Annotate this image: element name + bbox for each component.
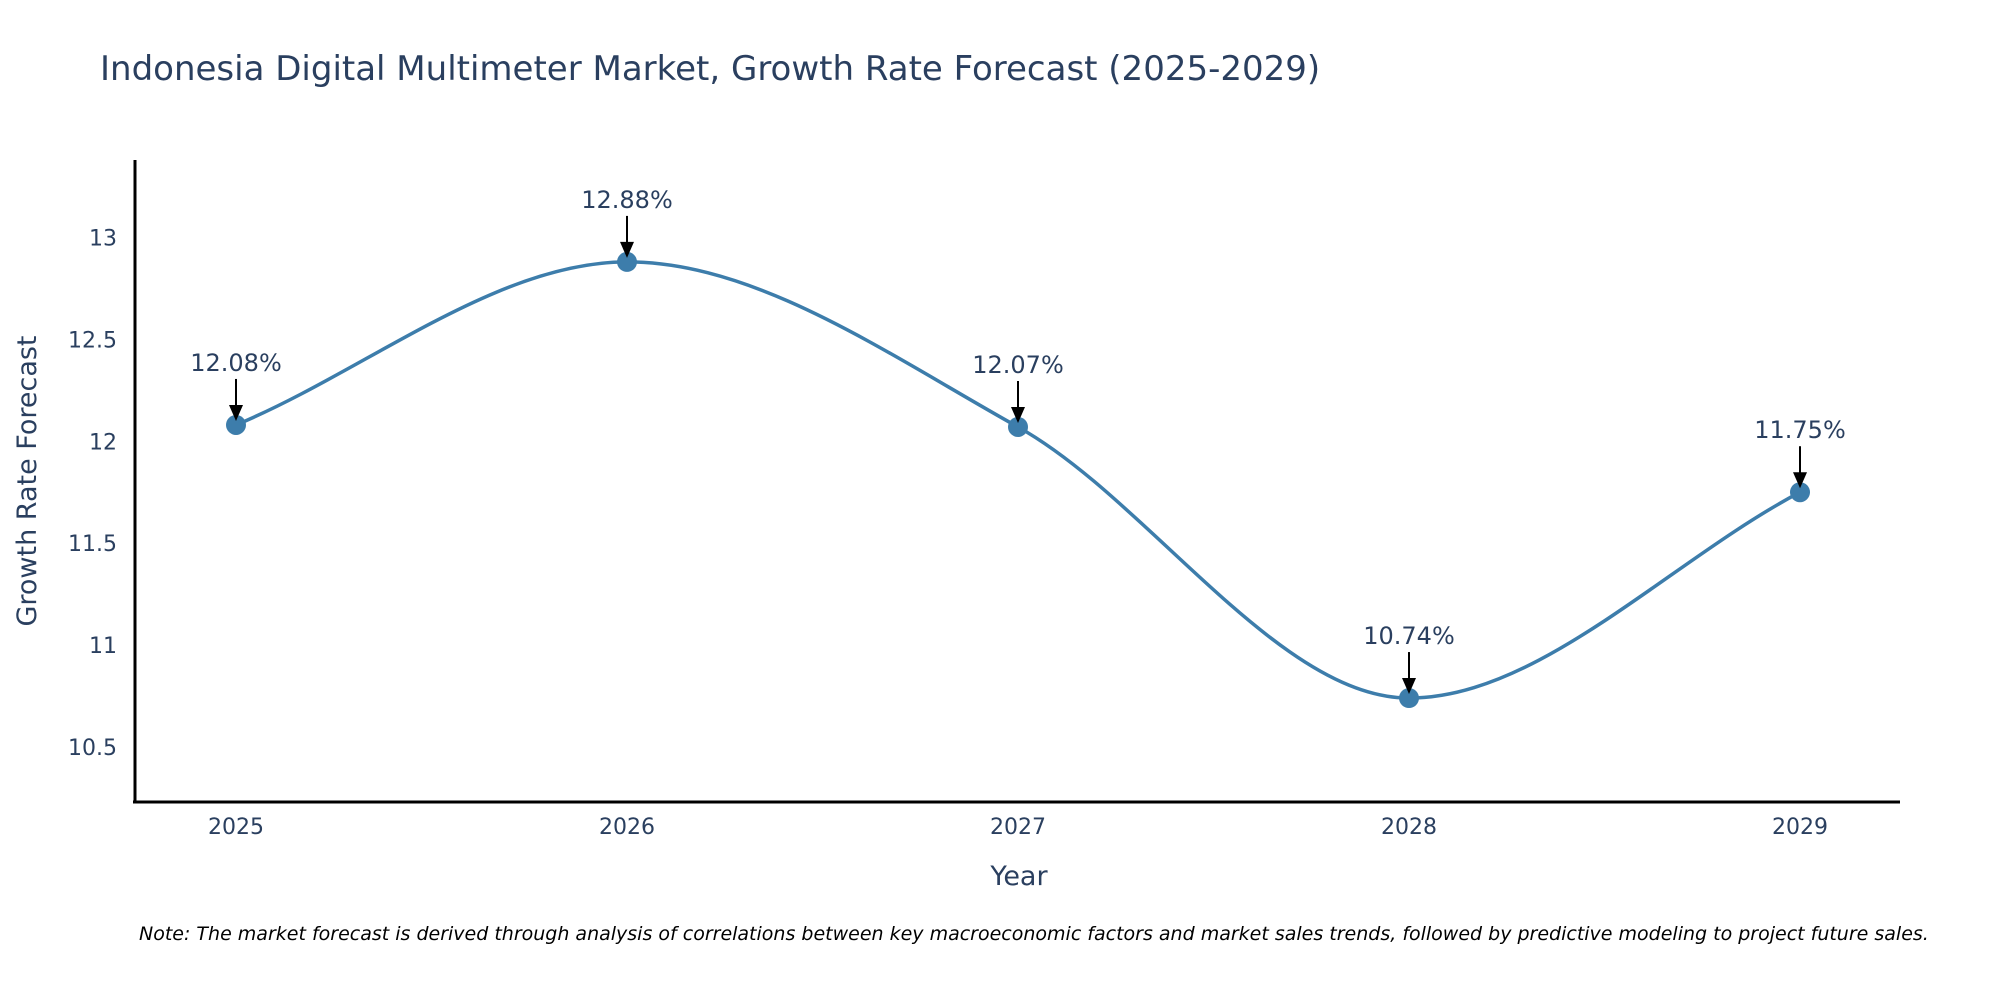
chart-note: Note: The market forecast is derived thr… [139, 923, 1929, 945]
x-tick-label: 2025 [208, 815, 264, 840]
y-tick-label: 12 [89, 430, 117, 455]
data-point-marker [617, 251, 637, 272]
x-axis-ticks: 2025 2026 2027 2028 2029 [208, 815, 1828, 840]
data-label: 11.75% [1754, 416, 1846, 444]
data-label: 12.88% [581, 186, 673, 214]
x-tick-label: 2029 [1772, 815, 1828, 840]
y-axis-ticks: 10.5 11 11.5 12 12.5 13 [68, 226, 117, 761]
data-label: 12.08% [190, 349, 282, 377]
data-label: 12.07% [972, 351, 1064, 379]
y-tick-label: 11 [89, 634, 117, 659]
data-point-marker [1790, 482, 1810, 503]
annotation-arrow-head [1011, 406, 1025, 423]
x-tick-label: 2028 [1381, 815, 1437, 840]
data-point-marker [226, 414, 246, 435]
y-tick-label: 12.5 [68, 328, 117, 353]
chart-title: Indonesia Digital Multimeter Market, Gro… [100, 49, 1320, 89]
y-axis-title: Growth Rate Forecast [12, 335, 43, 626]
y-tick-label: 10.5 [68, 736, 117, 761]
series-markers [226, 251, 1810, 709]
annotation-arrow-head [1793, 472, 1807, 489]
annotation-arrow-head [1402, 678, 1416, 695]
x-tick-label: 2026 [599, 815, 655, 840]
x-axis-title: Year [989, 861, 1048, 892]
series-line [235, 260, 1801, 700]
annotation-arrow-head [620, 241, 634, 258]
x-tick-label: 2027 [990, 815, 1046, 840]
y-tick-label: 13 [89, 226, 117, 251]
y-tick-label: 11.5 [68, 532, 117, 557]
data-label: 10.74% [1363, 622, 1455, 650]
data-label-annotations: 12.08% 12.88% 12.07% 10.74% 11.75% [190, 186, 1846, 695]
data-point-marker [1008, 416, 1028, 437]
data-point-marker [1399, 688, 1419, 709]
annotation-arrow-head [229, 404, 243, 421]
